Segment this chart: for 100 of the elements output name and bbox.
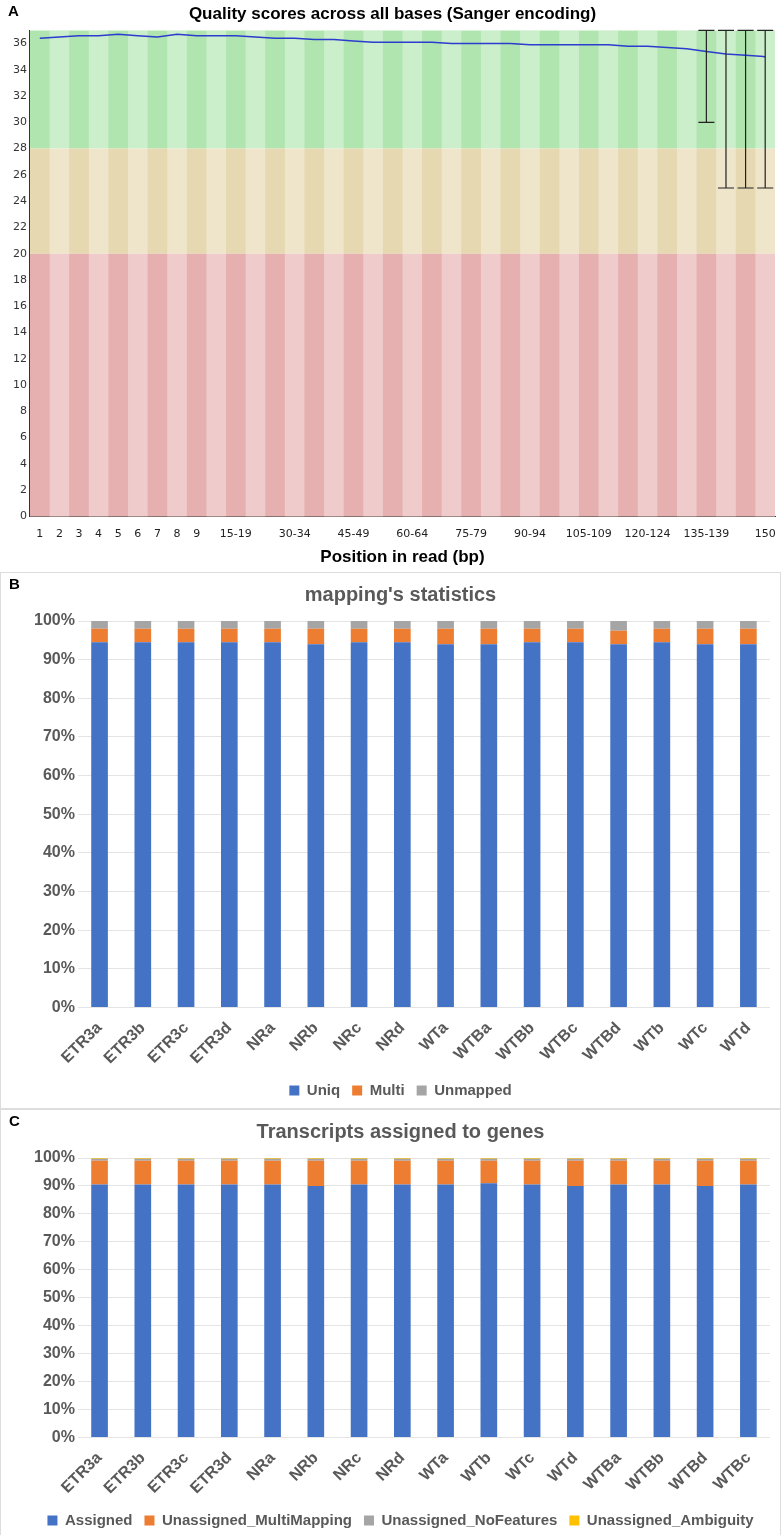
y-tick-label: 30% bbox=[42, 882, 75, 900]
bar bbox=[177, 1160, 195, 1185]
bar bbox=[653, 1184, 671, 1438]
bar bbox=[567, 642, 584, 1008]
bar bbox=[610, 1160, 627, 1185]
x-tick-label: 120-124 bbox=[624, 526, 671, 540]
bar bbox=[696, 628, 714, 645]
y-tick-label: 0% bbox=[51, 998, 75, 1015]
x-tick-label: NRc bbox=[329, 1018, 365, 1054]
y-tick-label: 0% bbox=[51, 1428, 75, 1445]
bar bbox=[567, 628, 584, 643]
bar bbox=[740, 628, 757, 645]
bar bbox=[134, 621, 152, 629]
y-tick-label: 14 bbox=[13, 325, 27, 339]
y-tick-label: 16 bbox=[13, 299, 27, 313]
x-tick-label: 4 bbox=[95, 526, 103, 540]
bar bbox=[264, 628, 281, 643]
bar bbox=[264, 1184, 281, 1438]
x-tick-label: 60-64 bbox=[396, 526, 429, 540]
text: C bbox=[9, 1112, 20, 1129]
y-tick-label: 10 bbox=[13, 377, 27, 391]
chart-title: Transcripts assigned to genes bbox=[256, 1119, 545, 1142]
bar bbox=[307, 1185, 325, 1438]
bar bbox=[394, 628, 411, 643]
bar bbox=[264, 1160, 281, 1185]
y-tick-label: 100% bbox=[34, 611, 75, 629]
bar bbox=[394, 1184, 411, 1438]
bar bbox=[134, 1184, 152, 1438]
x-tick-label: NRb bbox=[285, 1018, 322, 1054]
bar bbox=[177, 628, 195, 643]
bar bbox=[696, 1160, 714, 1186]
bar bbox=[91, 621, 108, 629]
y-tick-label: 10% bbox=[42, 959, 75, 977]
x-tick-label: NRc bbox=[329, 1448, 365, 1484]
x-tick-label: 135-139 bbox=[683, 526, 730, 540]
bar bbox=[177, 642, 195, 1008]
bar bbox=[91, 1184, 108, 1438]
legend-label: Uniq bbox=[306, 1080, 341, 1098]
y-tick-label: 26 bbox=[13, 167, 27, 181]
y-tick-label: 10% bbox=[42, 1400, 75, 1418]
y-tick-label: 24 bbox=[13, 194, 27, 208]
x-tick-label: 90-94 bbox=[513, 526, 546, 540]
x-tick-label: WTc bbox=[502, 1448, 538, 1484]
legend-label: Unassigned_NoFeatures bbox=[381, 1510, 558, 1528]
bar bbox=[567, 1160, 584, 1186]
bar bbox=[523, 642, 541, 1008]
bar bbox=[480, 1160, 498, 1184]
bar bbox=[307, 621, 325, 629]
y-tick-label: 80% bbox=[42, 1204, 75, 1222]
bar bbox=[437, 628, 454, 645]
bar bbox=[653, 621, 671, 629]
bar bbox=[653, 642, 671, 1008]
bar bbox=[394, 642, 411, 1008]
bar bbox=[264, 621, 281, 629]
x-tick-label: WTb bbox=[457, 1448, 495, 1486]
bar bbox=[307, 644, 325, 1008]
y-tick-label: 22 bbox=[13, 220, 27, 234]
bar bbox=[437, 1184, 454, 1438]
bar bbox=[177, 621, 195, 629]
y-tick-label: 80% bbox=[42, 688, 75, 706]
legend-label: Unmapped bbox=[434, 1080, 512, 1098]
x-tick-label: 6 bbox=[134, 526, 142, 540]
bar bbox=[220, 1184, 238, 1438]
chart-title: Quality scores across all bases (Sanger encoding) bbox=[188, 3, 597, 23]
x-axis-title: Position in read (bp) bbox=[320, 547, 485, 567]
x-tick-label: WTa bbox=[415, 1448, 451, 1484]
bar bbox=[437, 1160, 454, 1185]
x-tick-label: 150 bbox=[754, 526, 776, 540]
x-tick-label: 8 bbox=[173, 526, 181, 540]
y-tick-label: 34 bbox=[13, 62, 27, 76]
bar bbox=[523, 628, 541, 643]
bar bbox=[696, 644, 714, 1008]
bar bbox=[134, 628, 152, 643]
bar bbox=[480, 1183, 498, 1438]
bar bbox=[220, 1160, 238, 1185]
bar bbox=[740, 1160, 757, 1185]
bar bbox=[91, 1160, 108, 1185]
y-tick-label: 90% bbox=[42, 650, 75, 668]
bar bbox=[350, 1184, 368, 1438]
bar bbox=[696, 1185, 714, 1438]
legend-label: Multi bbox=[369, 1080, 405, 1098]
y-tick-label: 90% bbox=[42, 1176, 75, 1194]
bar bbox=[740, 644, 757, 1008]
y-tick-label: 70% bbox=[42, 727, 75, 745]
bar bbox=[523, 1160, 541, 1185]
y-tick-label: 20 bbox=[13, 246, 27, 260]
bar bbox=[350, 628, 368, 643]
bar bbox=[220, 628, 238, 643]
x-tick-label: 75-79 bbox=[455, 526, 488, 540]
x-tick-label: WTc bbox=[675, 1018, 711, 1054]
bar bbox=[653, 1160, 671, 1185]
bar bbox=[264, 642, 281, 1008]
bar bbox=[523, 1184, 541, 1438]
y-tick-label: 20% bbox=[42, 920, 75, 938]
legend-label: Unassigned_Ambiguity bbox=[586, 1510, 755, 1528]
y-tick-label: 6 bbox=[20, 430, 27, 444]
bar bbox=[653, 628, 671, 643]
y-tick-label: 40% bbox=[42, 1316, 75, 1334]
x-tick-label: NRa bbox=[243, 1018, 278, 1054]
bar bbox=[307, 628, 325, 645]
